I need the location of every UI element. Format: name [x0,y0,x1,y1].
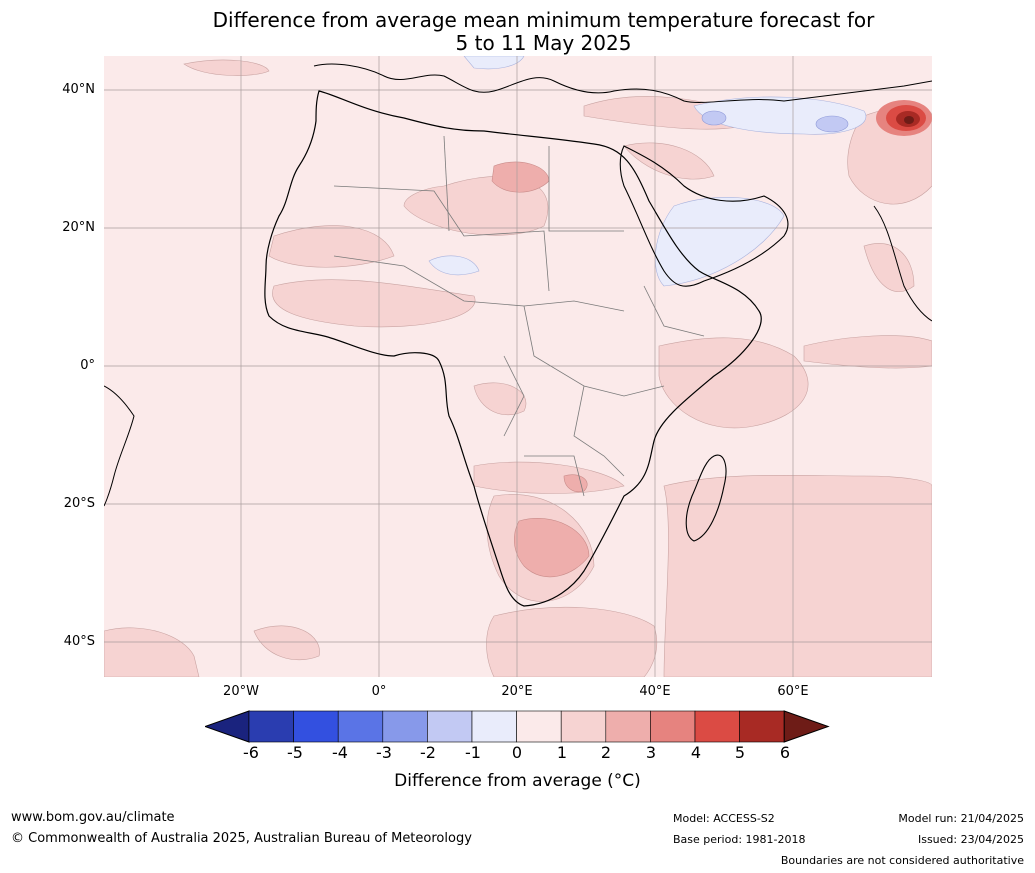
lat-label-40s: 40°S [63,634,95,649]
footer-base-period: Base period: 1981-2018 [673,833,806,846]
colorbar-cell [694,710,740,743]
colorbar-tick: 5 [734,743,746,762]
lat-label-20s: 20°S [63,496,95,511]
colorbar-tick: -6 [243,743,259,762]
colorbar-cell [560,710,607,743]
country-borders [333,135,705,497]
south-america-coastline [104,385,135,507]
colorbar-cell [427,710,473,743]
lon-label-20e: 20°E [501,684,533,699]
colorbar-extend-high [783,710,830,743]
colorbar-tick: 2 [600,743,612,762]
colorbar-tick: -1 [465,743,481,762]
europe-coastline [313,63,932,103]
colorbar-cell [293,710,339,743]
colorbar-extend-low [205,710,250,743]
colorbar-cell [471,710,517,743]
footer-boundaries: Boundaries are not considered authoritat… [780,854,1024,867]
colorbar-tick: -2 [420,743,436,762]
colorbar-tick: 1 [556,743,568,762]
colorbar-cell [516,710,562,743]
colorbar-tick: 3 [645,743,657,762]
title-line-1: Difference from average mean minimum tem… [212,8,875,32]
map-title: Difference from average mean minimum tem… [0,9,1035,55]
colorbar-tick: 4 [690,743,702,762]
lon-label-20w: 20°W [223,684,259,699]
colorbar-cell [650,710,696,743]
africa-coastline [264,90,762,607]
footer-issued: Issued: 23/04/2025 [917,833,1024,846]
anomaly-neg2-regions [701,110,849,133]
footer-model-run: Model run: 21/04/2025 [898,812,1024,825]
colorbar [205,710,830,743]
colorbar-tick: -5 [287,743,303,762]
colorbar-title: Difference from average (°C) [394,771,641,791]
title-line-2: 5 to 11 May 2025 [455,31,632,55]
anomaly-neg-regions [428,56,867,287]
india-coastline [873,205,932,322]
madagascar [685,454,727,542]
arabia-coastline [619,145,789,287]
gridlines [104,56,932,677]
colorbar-tick: 6 [779,743,791,762]
colorbar-tick: -4 [332,743,348,762]
footer-copyright: © Commonwealth of Australia 2025, Austra… [11,831,472,846]
colorbar-cell [739,710,785,743]
lat-label-0: 0° [80,358,95,373]
lat-label-20n: 20°N [62,220,95,235]
colorbar-cells [205,710,830,743]
colorbar-cell [605,710,651,743]
footer-website: www.bom.gov.au/climate [11,810,175,825]
lat-label-40n: 40°N [62,82,95,97]
colorbar-tick: 0 [511,743,523,762]
anomaly-2-3-regions [491,161,590,578]
lon-label-60e: 60°E [777,684,809,699]
map-svg [104,56,932,677]
colorbar-cell [337,710,384,743]
colorbar-cell [248,710,294,743]
lon-label-40e: 40°E [639,684,671,699]
anomaly-1-2-regions [104,59,932,677]
lon-label-0: 0° [371,684,387,699]
footer-model: Model: ACCESS-S2 [673,812,775,825]
colorbar-tick: -3 [376,743,392,762]
colorbar-cell [382,710,428,743]
forecast-map [104,56,932,677]
hot-spot [876,100,932,136]
